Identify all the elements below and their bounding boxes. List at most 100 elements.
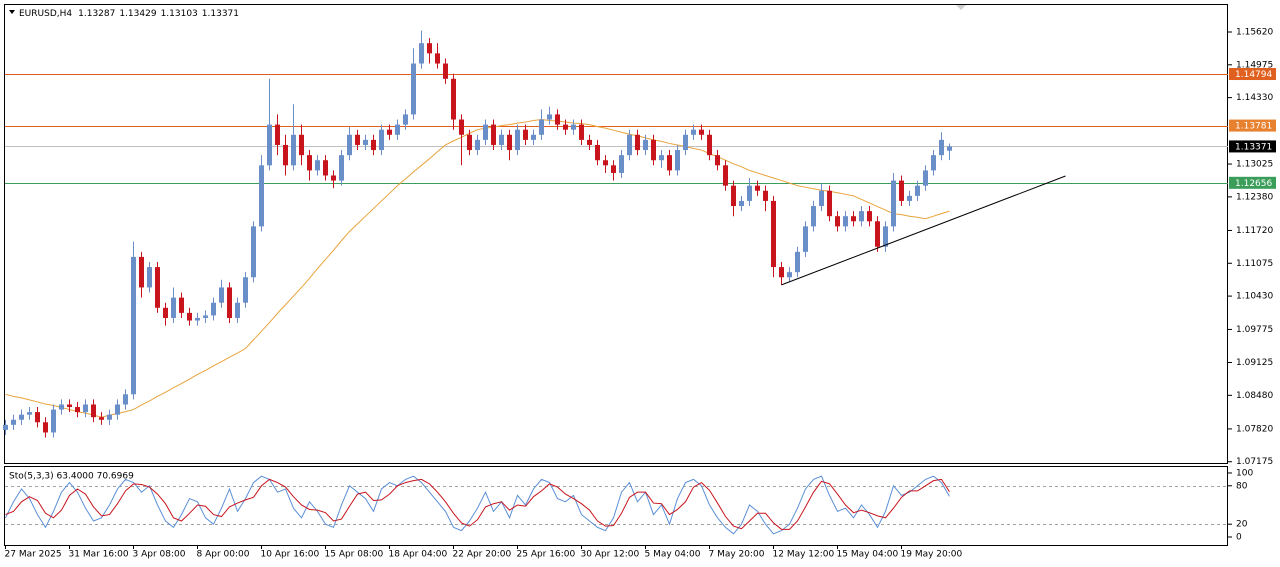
candle-body [939,139,944,156]
candle-body [907,195,912,201]
candle-body [715,155,720,166]
candle-body [947,146,952,151]
candle-body [35,412,40,423]
candle-body [587,139,592,145]
y-tick-label: 1.12380 [1236,192,1273,202]
candle-body [779,267,784,278]
indicator-line [5,478,950,530]
candle-body [227,287,232,318]
x-tick-label: 30 Apr 12:00 [581,550,640,560]
y-tick-label: 1.07820 [1236,424,1273,434]
candle-body [659,155,664,161]
candle-body [843,216,848,227]
header-low: 1.13103 [161,9,198,19]
candle-body [619,155,624,173]
price-level-tag [1229,140,1276,153]
candle-body [131,256,136,395]
candle-body [539,119,544,135]
candle-body [523,129,528,140]
candle-body [427,43,432,54]
candle-body [155,267,160,308]
candle-body [179,297,184,313]
x-tick-label: 15 May 04:00 [837,550,899,560]
y-tick-label: 100 [1236,468,1253,478]
candle-body [139,256,144,288]
candle-body [203,315,208,318]
candle-body [787,272,792,278]
price-level-label: 1.12656 [1235,179,1272,189]
candle-body [467,134,472,151]
candle-body [187,312,192,321]
candle-body [483,124,488,140]
candle-body [867,211,872,222]
candle-body [235,302,240,318]
candle-body [283,144,288,166]
price-level-label: 1.14794 [1235,70,1272,80]
stochastic-panel-frame [4,466,1228,546]
candle-body [443,63,448,79]
candle-body [347,134,352,156]
candle-body [491,124,496,145]
candle-body [91,404,96,418]
candle-body [763,190,768,201]
candle-body [275,124,280,145]
menu-arrow[interactable] [9,10,15,14]
candle-body [683,134,688,151]
candle-body [43,422,48,433]
candle-body [291,134,296,166]
candle-body [339,155,344,181]
candle-body [555,114,560,125]
candle-body [475,139,480,151]
candle-body [123,394,128,405]
header-high: 1.13429 [119,9,156,19]
candle-body [811,206,816,227]
y-tick-label: 1.09775 [1236,325,1273,335]
trendline [781,175,1066,286]
candle-body [67,404,72,408]
candle-body [163,307,168,318]
candle-body [115,404,120,415]
price-level-tag [1229,68,1276,81]
candle-body [299,134,304,156]
candle-body [379,129,384,151]
candle-body [59,404,64,410]
y-tick-label: 1.11720 [1236,226,1273,236]
y-tick-label: 1.10430 [1236,292,1273,302]
candle-body [435,53,440,64]
x-tick-label: 3 Apr 08:00 [133,550,186,560]
candle-body [451,78,456,120]
candle-body [51,409,56,433]
y-tick-label: 1.07175 [1236,457,1273,467]
candle-body [563,124,568,130]
candle-body [675,150,680,171]
candle-body [387,129,392,135]
candle-body [211,302,216,316]
x-tick-label: 5 May 04:00 [645,550,701,560]
candle-body [851,216,856,222]
candle-body [923,170,928,186]
candle-body [107,414,112,420]
price-level-tag [1229,119,1276,132]
candle-body [195,317,200,321]
candle-body [411,63,416,115]
candle-body [323,160,328,176]
candle-body [515,129,520,151]
candle-body [419,43,424,64]
candle-body [147,267,152,288]
x-tick-label: 12 May 12:00 [773,550,835,560]
moving-average [5,119,950,418]
candle-body [315,160,320,171]
candle-body [803,226,808,252]
y-tick-label: 1.15620 [1236,27,1273,37]
x-tick-label: 7 May 20:00 [709,550,765,560]
candle-body [403,114,408,125]
x-tick-label: 25 Apr 16:00 [517,550,576,560]
price-level-label: 1.13371 [1235,142,1272,152]
chart-header: EURUSD,H4 1.13287 1.13429 1.13103 1.13371 [19,9,239,19]
candle-body [747,185,752,201]
candle-body [27,412,32,415]
shift-marker [956,5,966,10]
y-tick-label: 1.11075 [1236,259,1273,269]
